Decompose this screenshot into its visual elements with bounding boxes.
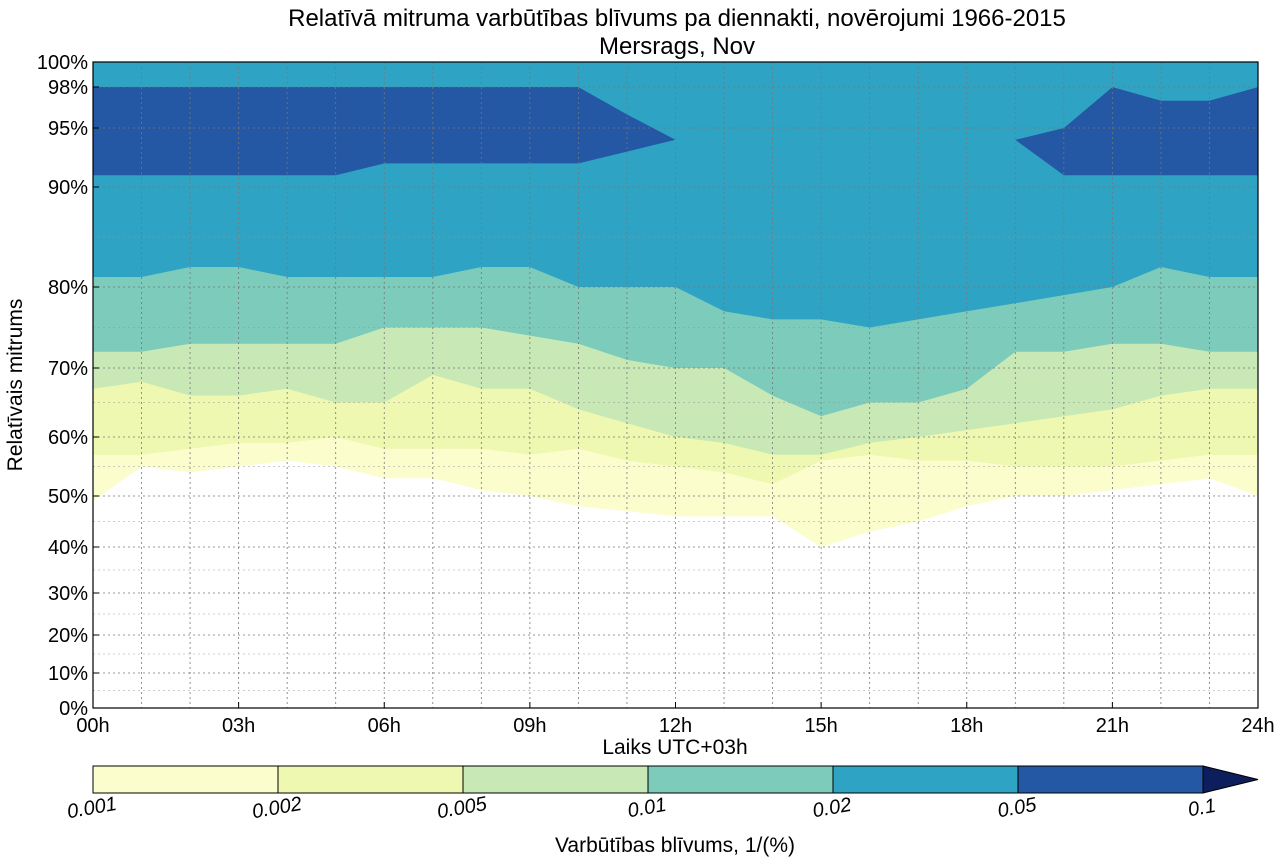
chart-subtitle: Mersrags, Nov	[599, 33, 755, 60]
colorbar-segment	[92, 765, 279, 794]
y-axis-ticks: 0% 10% 20% 30% 40% 50% 60% 70% 80% 90% 95% 98% 100%	[37, 52, 99, 720]
x-tick-label: 09h	[513, 715, 546, 737]
x-tick-label: 03h	[222, 715, 255, 737]
colorbar-segment	[462, 765, 649, 794]
plot-area	[93, 62, 1258, 547]
colorbar-label: Varbūtības blīvums, 1/(%)	[555, 834, 795, 857]
grid-lines	[93, 62, 1258, 708]
y-tick-label: 80%	[48, 277, 88, 299]
colorbar-tick-label: 0.01	[626, 794, 668, 822]
colorbar-segment	[647, 765, 834, 794]
x-tick-label: 15h	[804, 715, 837, 737]
colorbar-tick-label: 0.1	[1186, 795, 1217, 821]
y-tick-label: 20%	[48, 625, 88, 647]
y-axis-label: Relatīvais mitrums	[4, 299, 27, 472]
y-tick-label: 70%	[48, 358, 88, 380]
y-tick-label: 100%	[37, 52, 88, 74]
colorbar-tick-label: 0.05	[996, 794, 1039, 823]
y-tick-label: 50%	[48, 486, 88, 508]
y-tick-label: 0%	[59, 698, 88, 720]
contour-level-top-band	[93, 62, 1258, 140]
colorbar-segment	[277, 765, 464, 794]
x-axis-ticks: 00h 03h 06h 09h 12h 15h 18h 21h 24h	[76, 702, 1275, 737]
x-tick-label: 06h	[368, 715, 401, 737]
x-tick-label: 21h	[1096, 715, 1129, 737]
y-tick-label: 30%	[48, 583, 88, 605]
y-tick-label: 10%	[48, 663, 88, 685]
colorbar-tick-label: 0.002	[250, 793, 303, 823]
colorbar-extend-arrow	[1202, 765, 1259, 794]
x-tick-label: 00h	[76, 715, 109, 737]
x-tick-label: 12h	[659, 715, 692, 737]
x-tick-label: 18h	[950, 715, 983, 737]
x-axis-label: Laiks UTC+03h	[602, 736, 747, 759]
x-tick-label: 24h	[1241, 715, 1274, 737]
y-tick-label: 60%	[48, 427, 88, 449]
y-tick-label: 98%	[48, 77, 88, 99]
colorbar-segment	[1017, 765, 1204, 794]
colorbar-tick-label: 0.005	[435, 793, 489, 824]
y-tick-label: 90%	[48, 177, 88, 199]
colorbar-tick-label: 0.001	[65, 793, 118, 823]
colorbar-segment	[832, 765, 1019, 794]
y-tick-label: 95%	[48, 118, 88, 140]
colorbar: 0.001 0.002 0.005 0.01 0.02 0.05 0.1	[65, 765, 1259, 824]
colorbar-tick-label: 0.02	[811, 794, 853, 822]
chart-title: Relatīvā mitruma varbūtības blīvums pa d…	[288, 5, 1066, 32]
y-tick-label: 40%	[48, 537, 88, 559]
